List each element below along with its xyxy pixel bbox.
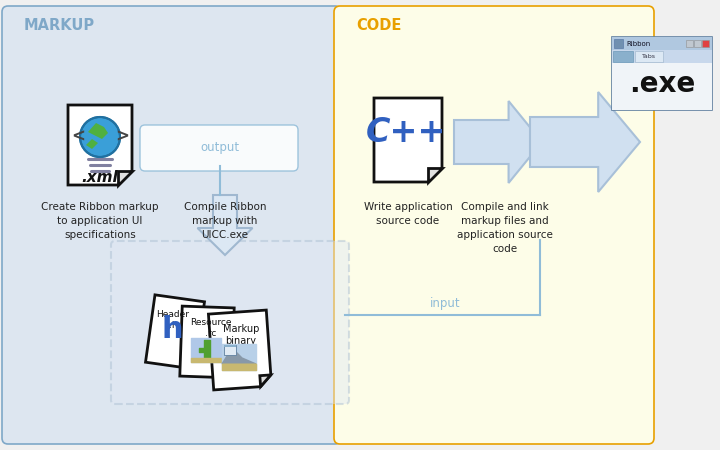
Text: Create Ribbon markup
to application UI
specifications: Create Ribbon markup to application UI s…: [41, 202, 158, 240]
Polygon shape: [180, 306, 234, 378]
Polygon shape: [208, 310, 271, 390]
Text: Markup
binary
.bml: Markup binary .bml: [222, 324, 259, 359]
Text: input: input: [430, 297, 460, 310]
FancyBboxPatch shape: [702, 40, 709, 47]
Text: C++: C++: [366, 116, 446, 148]
Polygon shape: [222, 348, 256, 364]
Polygon shape: [88, 123, 108, 139]
Polygon shape: [530, 92, 640, 192]
Text: CODE: CODE: [356, 18, 401, 33]
Text: .exe: .exe: [629, 71, 695, 99]
FancyBboxPatch shape: [111, 241, 349, 404]
Text: Write application
source code: Write application source code: [364, 202, 452, 226]
Polygon shape: [454, 101, 542, 183]
FancyBboxPatch shape: [612, 63, 712, 110]
FancyBboxPatch shape: [612, 37, 712, 50]
FancyBboxPatch shape: [612, 50, 712, 63]
FancyBboxPatch shape: [224, 345, 236, 347]
FancyBboxPatch shape: [612, 37, 712, 110]
Text: <: <: [71, 128, 85, 146]
Polygon shape: [197, 195, 253, 255]
FancyBboxPatch shape: [613, 51, 633, 62]
FancyBboxPatch shape: [694, 40, 701, 47]
Text: Header
.h: Header .h: [156, 310, 189, 330]
FancyBboxPatch shape: [222, 344, 256, 370]
Text: Tabs: Tabs: [642, 54, 656, 58]
Text: h: h: [161, 315, 183, 343]
Text: Ribbon: Ribbon: [626, 40, 650, 46]
Polygon shape: [374, 98, 442, 182]
Polygon shape: [428, 168, 442, 182]
Polygon shape: [118, 171, 132, 185]
FancyBboxPatch shape: [191, 338, 221, 362]
Text: Compile and link
markup files and
application source
code: Compile and link markup files and applic…: [457, 202, 553, 254]
FancyBboxPatch shape: [334, 6, 654, 444]
FancyBboxPatch shape: [2, 6, 341, 444]
Polygon shape: [145, 295, 204, 368]
Text: >: >: [115, 128, 129, 146]
FancyBboxPatch shape: [635, 51, 663, 62]
Circle shape: [80, 117, 120, 157]
Text: Resource
.rc: Resource .rc: [190, 318, 232, 338]
FancyBboxPatch shape: [140, 125, 298, 171]
Text: Compile Ribbon
markup with
UICC.exe: Compile Ribbon markup with UICC.exe: [184, 202, 266, 240]
Text: .xml: .xml: [81, 171, 118, 185]
FancyBboxPatch shape: [224, 345, 236, 355]
FancyBboxPatch shape: [614, 39, 623, 48]
Polygon shape: [185, 358, 197, 368]
Polygon shape: [68, 105, 132, 185]
Text: MARKUP: MARKUP: [24, 18, 95, 33]
Polygon shape: [260, 375, 271, 387]
Polygon shape: [222, 368, 232, 378]
Text: output: output: [200, 140, 240, 153]
Polygon shape: [86, 139, 98, 149]
FancyBboxPatch shape: [686, 40, 693, 47]
